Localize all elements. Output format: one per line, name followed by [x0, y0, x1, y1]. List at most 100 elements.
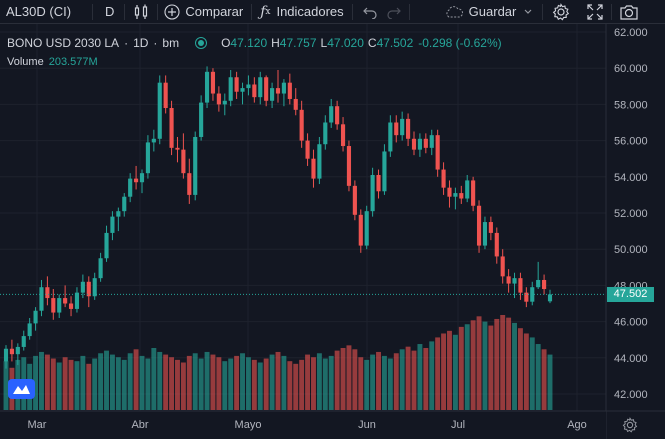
fullscreen-button[interactable]: [579, 0, 611, 23]
volume-bar: [169, 357, 175, 410]
candle-body: [388, 122, 393, 152]
candle-body: [222, 100, 227, 105]
redo-button[interactable]: [383, 0, 409, 23]
candle-body: [287, 82, 292, 99]
interval-label: D: [105, 4, 115, 19]
volume-bar: [92, 358, 98, 410]
chart-settings-button[interactable]: [622, 417, 638, 438]
time-tick-label: Mayo: [235, 419, 262, 431]
volume-bar: [44, 354, 50, 410]
volume-label: Volume: [7, 56, 44, 68]
price-chart[interactable]: 62.000 60.000 58.000 56.000 54.000 52.000 50.0…: [0, 24, 665, 439]
volume-bar: [458, 326, 464, 410]
volume-bar: [109, 354, 115, 410]
volume-bar: [104, 350, 109, 410]
volume-bar: [163, 354, 169, 410]
volume-bar: [512, 322, 517, 410]
candle-body: [547, 294, 553, 302]
settings-button[interactable]: [543, 0, 579, 23]
volume-bar: [281, 355, 287, 410]
volume-bar: [429, 341, 435, 410]
tradingview-logo-icon[interactable]: [8, 379, 35, 399]
candle-body: [116, 211, 121, 217]
candle-body: [163, 82, 168, 109]
volume-bar: [139, 355, 145, 410]
candle-body: [57, 298, 62, 313]
chart-style-button[interactable]: [125, 0, 157, 23]
legend-high-value: 47.757: [279, 36, 317, 50]
candle-body: [39, 287, 44, 311]
volume-bar: [529, 337, 535, 410]
time-axis[interactable]: [0, 411, 606, 439]
volume-bar: [192, 353, 198, 410]
candle-body: [234, 77, 239, 92]
volume-bar: [417, 344, 423, 410]
legend-open-value: 47.120: [230, 36, 268, 50]
candle-body: [175, 147, 180, 150]
market-status-icon[interactable]: [195, 37, 208, 49]
candle-body: [187, 173, 192, 195]
candle-body: [346, 146, 352, 186]
symbol-search-button[interactable]: AL30D (CI): [0, 0, 92, 23]
fullscreen-icon: [587, 3, 603, 20]
candle-body: [74, 292, 80, 309]
candle-body: [352, 185, 357, 215]
volume-bar: [464, 324, 470, 410]
compare-button[interactable]: Comparar: [158, 0, 251, 23]
volume-bar: [216, 357, 222, 410]
toolbar-divider: [92, 3, 93, 20]
candle-body: [139, 173, 145, 183]
volume-bar: [240, 353, 245, 410]
candle-body: [435, 135, 440, 170]
candle-body: [423, 138, 428, 148]
volume-bar: [269, 354, 275, 410]
candle-body: [411, 138, 417, 150]
candle-body: [417, 138, 422, 150]
volume-bar: [311, 357, 316, 410]
undo-button[interactable]: [353, 0, 383, 23]
volume-bar: [535, 344, 541, 410]
volume-bar: [299, 359, 305, 410]
toolbar-divider: [408, 3, 410, 20]
candle-body: [441, 169, 446, 188]
candle-body: [199, 102, 204, 137]
legend-separator: ·: [124, 36, 129, 50]
gear-icon: [622, 417, 638, 437]
legend-high-label: H: [271, 36, 280, 50]
interval-button[interactable]: D: [93, 0, 124, 23]
volume-bar: [328, 355, 334, 410]
volume-bar: [50, 358, 56, 410]
candle-body: [453, 193, 458, 197]
price-tick-label: 50.000: [614, 244, 648, 256]
candle-body: [122, 196, 127, 212]
candle-body: [340, 124, 346, 147]
legend-exchange: bm: [162, 36, 180, 50]
volume-bar: [151, 347, 157, 410]
candle-body: [252, 84, 257, 98]
volume-bar: [500, 315, 506, 410]
price-tick-label: 56.000: [614, 136, 648, 148]
candle-body: [506, 276, 511, 284]
candle-body: [476, 205, 482, 246]
volume-bar: [447, 330, 452, 410]
volume-bar: [476, 316, 482, 410]
candle-body: [376, 174, 381, 192]
toolbar-divider: [124, 3, 126, 20]
candle-body: [382, 151, 387, 192]
volume-bar: [257, 362, 263, 410]
price-tick-label: 46.000: [614, 317, 648, 329]
price-axis[interactable]: [606, 24, 665, 439]
snapshot-button[interactable]: [612, 0, 646, 23]
save-button[interactable]: Guardar: [440, 0, 537, 23]
legend-symbol: BONO USD 2030 LA: [7, 36, 120, 50]
volume-bar: [423, 347, 429, 410]
toolbar-divider: [157, 3, 159, 20]
volume-bar: [358, 357, 364, 410]
volume-bar: [506, 317, 512, 410]
volume-bar: [517, 328, 523, 410]
candle-body: [51, 298, 56, 313]
candle-body: [542, 279, 547, 290]
